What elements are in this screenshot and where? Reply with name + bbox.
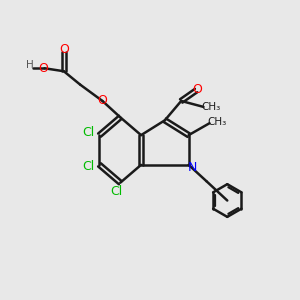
Text: O: O — [38, 62, 48, 75]
Text: Cl: Cl — [82, 126, 94, 139]
Text: CH₃: CH₃ — [207, 117, 226, 127]
Text: Cl: Cl — [111, 185, 123, 198]
Text: O: O — [193, 82, 202, 96]
Text: CH₃: CH₃ — [201, 102, 220, 112]
Text: Cl: Cl — [82, 160, 94, 173]
Text: O: O — [59, 43, 69, 56]
Text: H: H — [26, 60, 34, 70]
Text: O: O — [98, 94, 107, 107]
Text: N: N — [188, 161, 197, 174]
